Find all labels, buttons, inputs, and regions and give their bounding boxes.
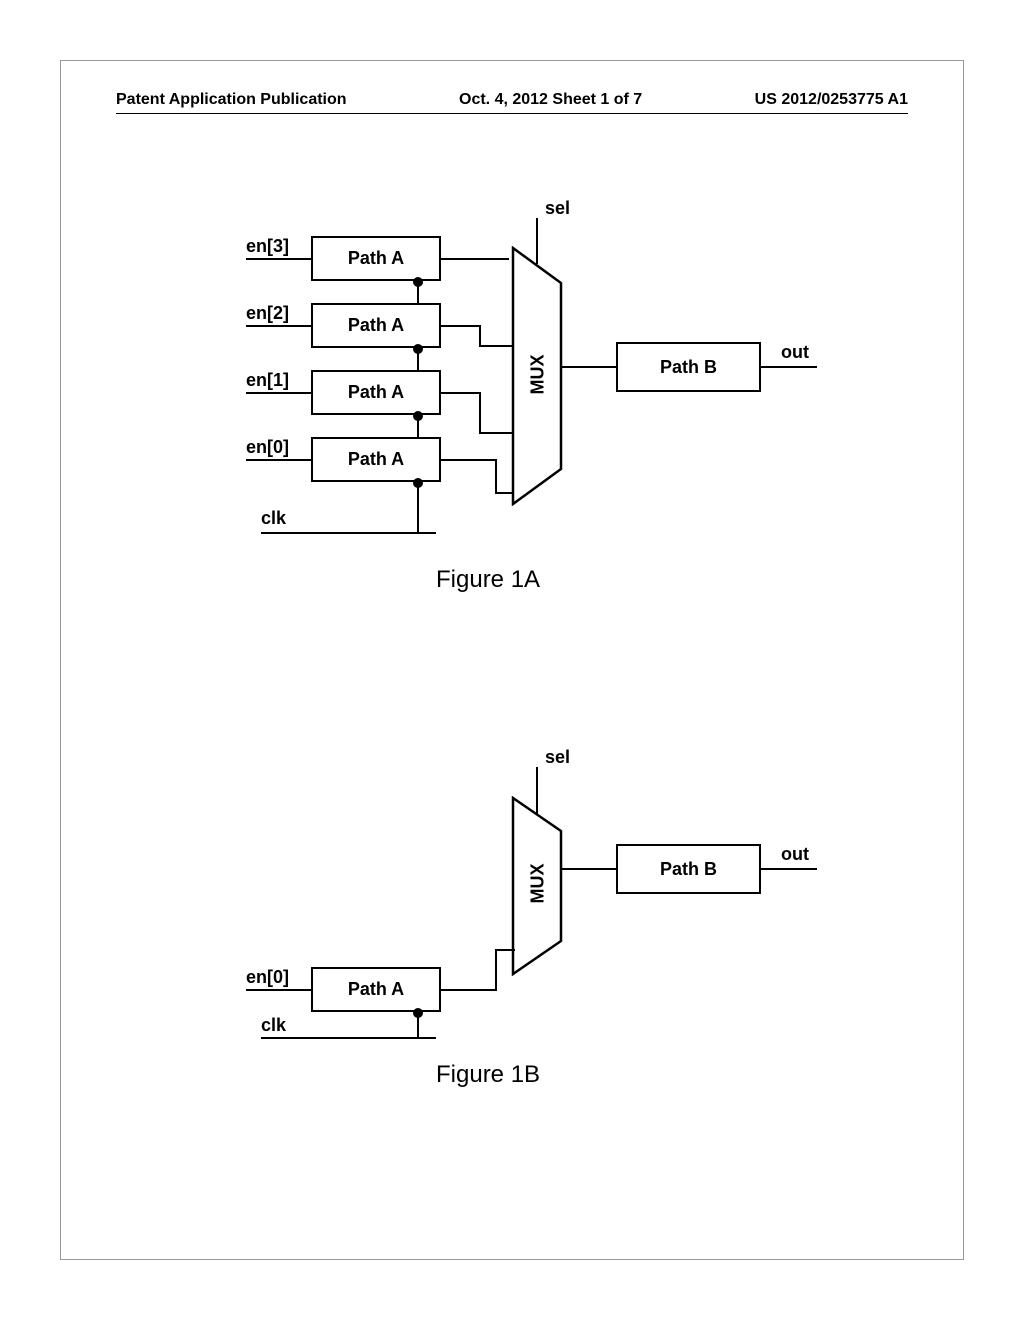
wire-clk-b (261, 1037, 436, 1039)
label-clk-b: clk (261, 1015, 286, 1036)
wire-mux-out-b (561, 868, 616, 870)
mux-a-label: MUX (528, 355, 549, 395)
wire-out-b (761, 868, 817, 870)
label-clk-a: clk (261, 508, 286, 529)
wire-paB-out-v (495, 949, 497, 991)
wire-pa1-out-h2 (479, 432, 513, 434)
wire-en2 (246, 325, 311, 327)
mux-b-label: MUX (528, 864, 549, 904)
block-path-b-a: Path B (616, 342, 761, 392)
wire-pa1-out-v (479, 392, 481, 434)
junction-clk-3 (413, 277, 423, 287)
wire-pa2-out-h2 (479, 345, 513, 347)
block-path-a-0: Path A (311, 437, 441, 482)
label-en3: en[3] (246, 236, 289, 260)
label-en0-a: en[0] (246, 437, 289, 461)
caption-1a: Figure 1A (436, 566, 540, 594)
wire-clk-b-up (417, 1012, 419, 1038)
figure-1a: clk en[3] Path A en[2] Path A en[1] Path… (211, 236, 851, 616)
label-sel-b: sel (545, 747, 570, 768)
junction-clk-2 (413, 344, 423, 354)
wire-pa2-out-v (479, 325, 481, 347)
wire-pa2-out-h (441, 325, 481, 327)
block-path-a-b: Path A (311, 967, 441, 1012)
label-out-b: out (781, 844, 809, 865)
label-en2: en[2] (246, 303, 289, 327)
wire-clk-a (261, 532, 436, 534)
wire-pa3-out (441, 258, 509, 260)
path-a-3-label: Path A (348, 248, 404, 269)
wire-en0-a (246, 459, 311, 461)
header-left: Patent Application Publication (116, 91, 347, 109)
header-divider (116, 113, 908, 114)
path-b-a-label: Path B (660, 357, 717, 378)
wire-pa0-out-h (441, 459, 497, 461)
wire-en1 (246, 392, 311, 394)
wire-en0-b (246, 989, 311, 991)
wire-pa0-out-v (495, 459, 497, 494)
path-a-b-label: Path A (348, 979, 404, 1000)
label-en0-b: en[0] (246, 967, 289, 991)
wire-pa1-out-h (441, 392, 481, 394)
path-a-2-label: Path A (348, 315, 404, 336)
block-path-a-3: Path A (311, 236, 441, 281)
wire-paB-out-h (441, 989, 497, 991)
path-b-b-label: Path B (660, 859, 717, 880)
wire-en3 (246, 258, 311, 260)
junction-clk-1 (413, 411, 423, 421)
header-right: US 2012/0253775 A1 (755, 91, 908, 109)
junction-clk-0 (413, 478, 423, 488)
wire-paB-out-h2 (495, 949, 515, 951)
label-en1: en[1] (246, 370, 289, 394)
wire-sel-a (536, 218, 538, 264)
page-header: Patent Application Publication Oct. 4, 2… (116, 91, 908, 109)
path-a-0-label: Path A (348, 449, 404, 470)
figure-1b: sel MUX Path B out en[0] Path A clk Fi (211, 741, 851, 1121)
page-frame: Patent Application Publication Oct. 4, 2… (60, 60, 964, 1260)
header-center: Oct. 4, 2012 Sheet 1 of 7 (459, 91, 642, 109)
path-a-1-label: Path A (348, 382, 404, 403)
wire-mux-out-a (561, 366, 616, 368)
label-sel-a: sel (545, 198, 570, 219)
label-out-a: out (781, 342, 809, 363)
caption-1b: Figure 1B (436, 1061, 540, 1089)
block-path-a-1: Path A (311, 370, 441, 415)
wire-out-a (761, 366, 817, 368)
block-path-a-2: Path A (311, 303, 441, 348)
block-path-b-b: Path B (616, 844, 761, 894)
